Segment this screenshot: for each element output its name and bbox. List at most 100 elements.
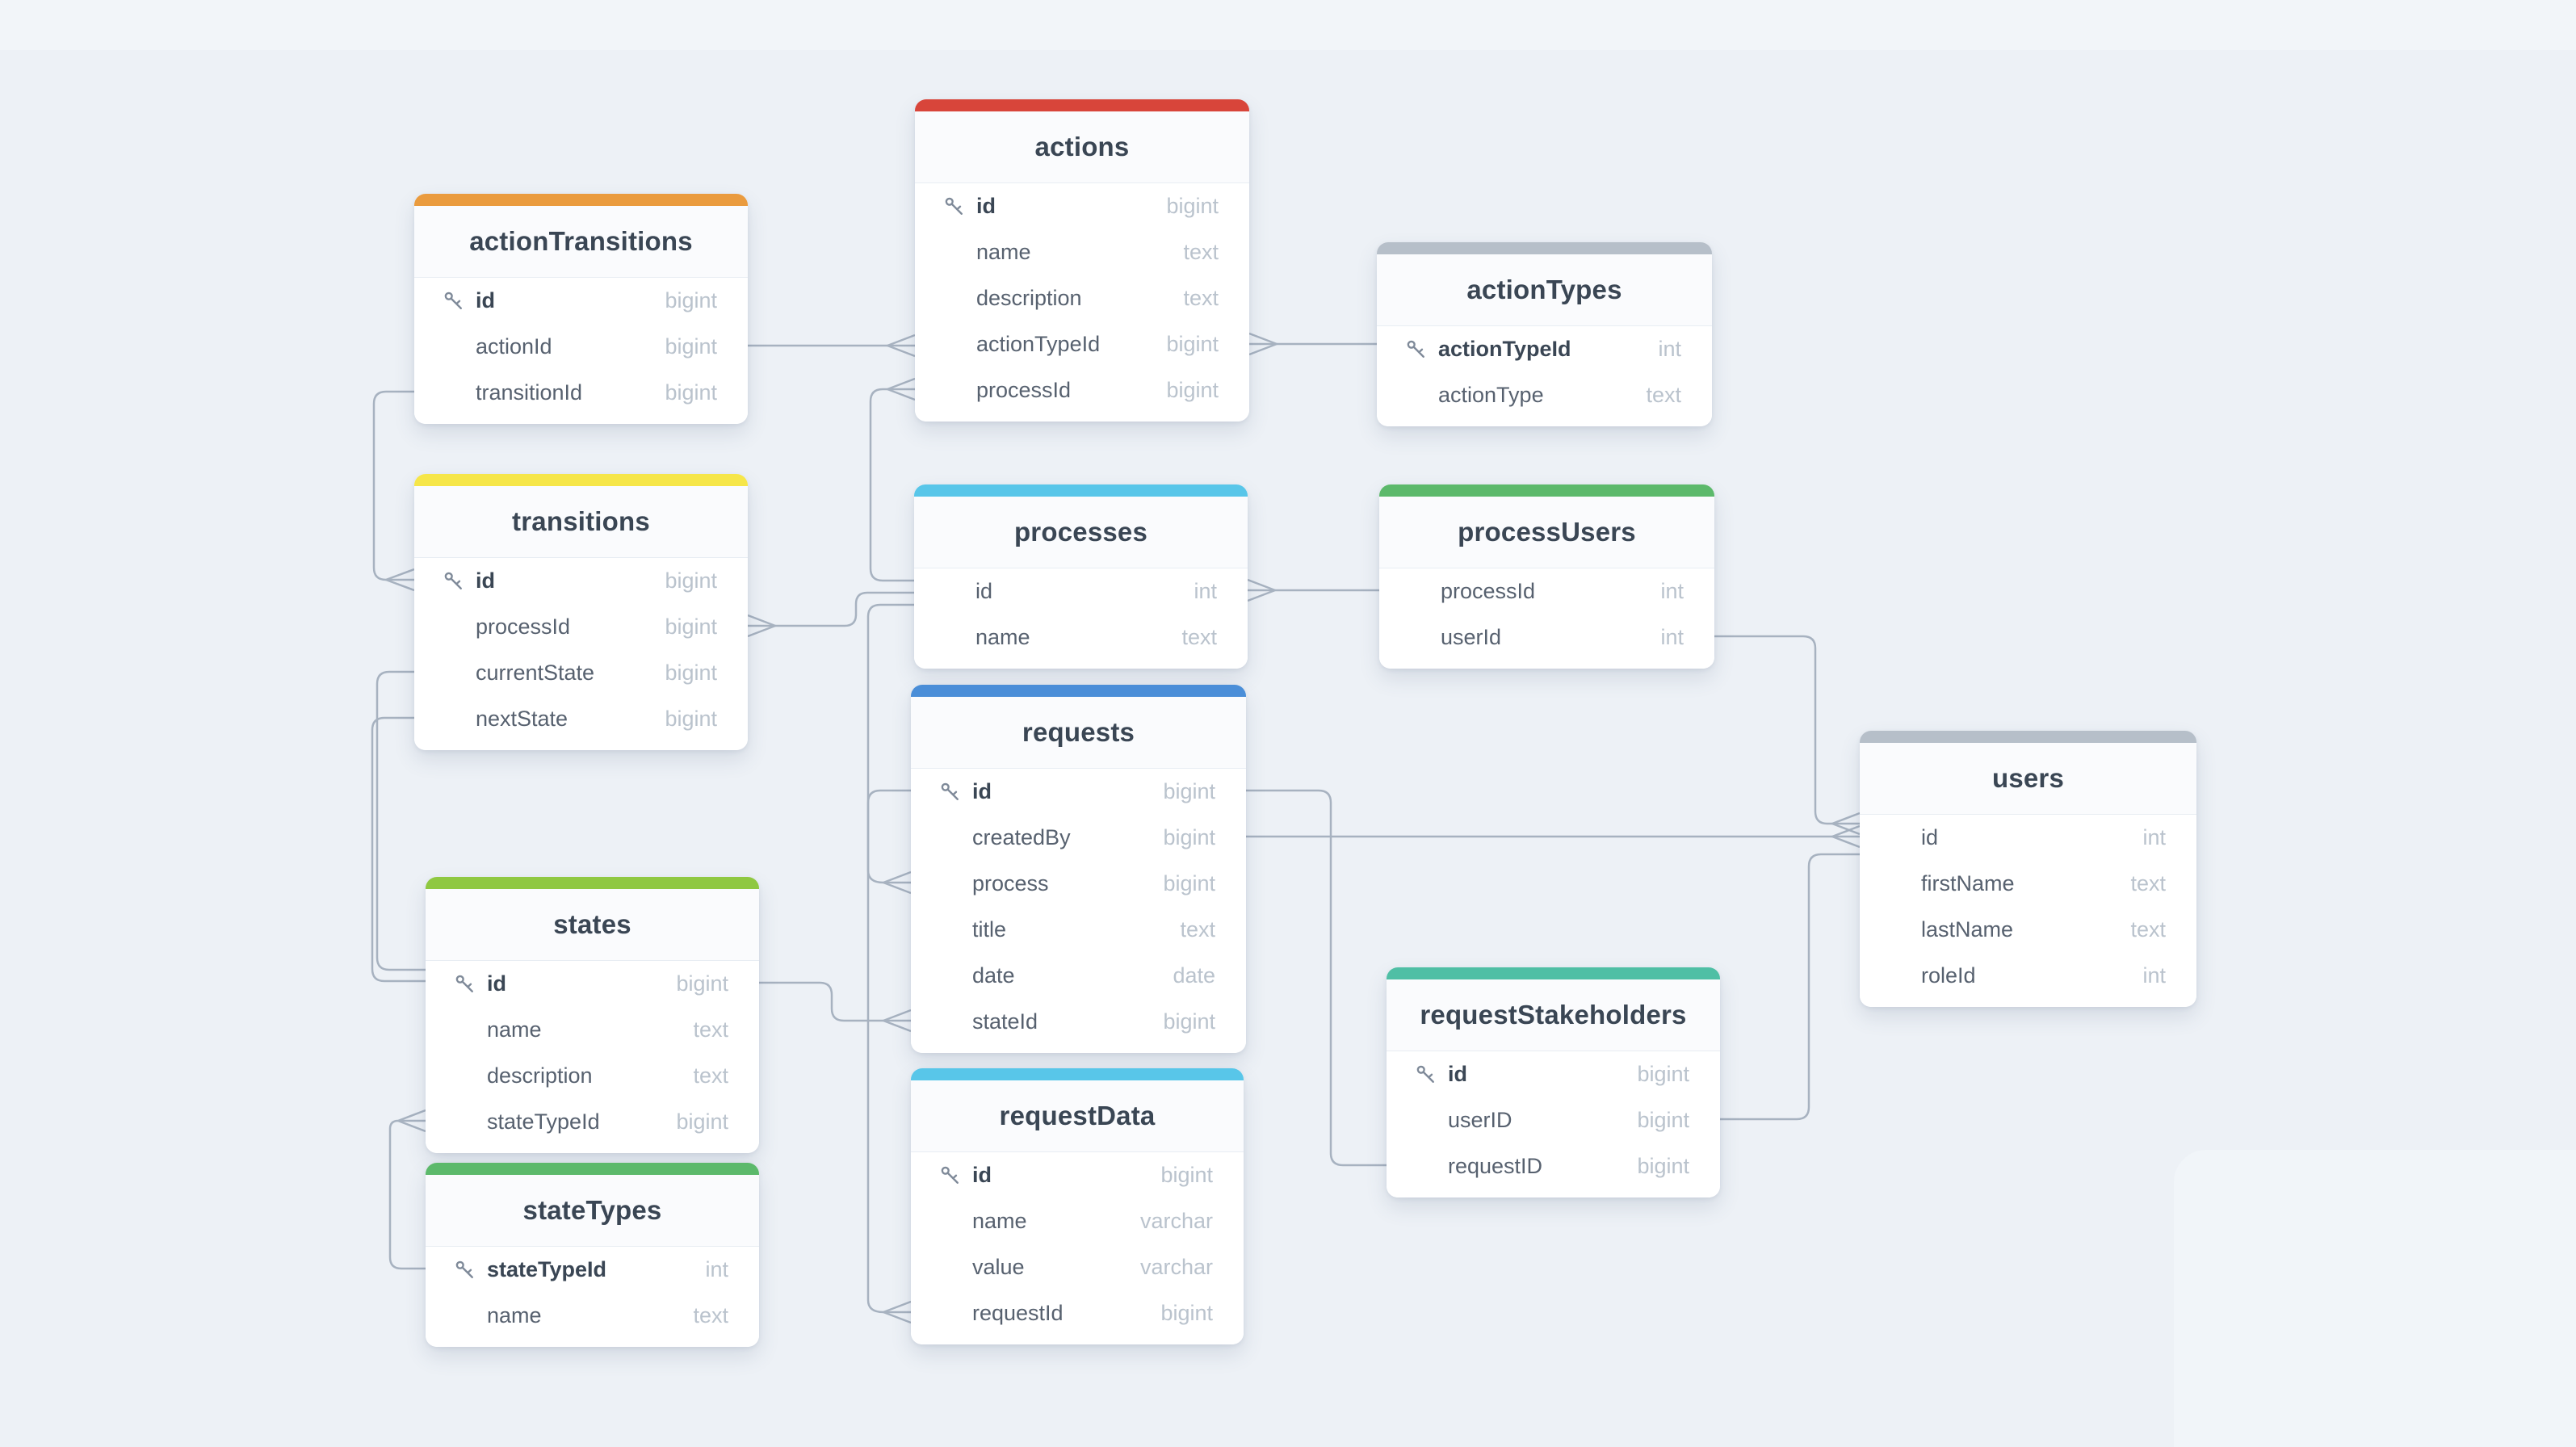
relationship-actionTransitions-actionId[interactable] [748,333,916,358]
field-type: text [2130,917,2166,942]
field-name: id [975,579,993,603]
field-type: int [1194,579,1217,603]
field-row: lastName text [1860,907,2196,953]
field-type: bigint [1163,825,1215,849]
field-row: name text [426,1007,759,1053]
table-accent-bar [915,99,1249,111]
table-actionTypes[interactable]: actionTypes actionTypeId int actionType text [1377,242,1712,426]
relationship-requests-stateId[interactable] [759,981,912,1033]
field-name: id [487,971,506,996]
table-processUsers[interactable]: processUsers processId int userId int [1379,484,1714,669]
field-name: name [487,1303,542,1327]
relationship-states-stateTypeId[interactable] [388,1109,426,1270]
field-name: process [972,871,1049,895]
primary-key-icon [455,975,473,992]
field-name: name [972,1209,1027,1233]
field-name: id [972,779,992,803]
field-name: processId [976,378,1072,402]
field-name: requestId [972,1301,1064,1325]
canvas-corner-panel [2174,1150,2576,1447]
table-title: actionTransitions [414,206,748,278]
relationship-requestStakeholders-userID[interactable] [1720,853,1860,1121]
field-row: name varchar [911,1198,1244,1244]
field-type: int [1658,337,1681,361]
field-row: stateId bigint [911,999,1246,1045]
relationship-actions-processId[interactable] [869,377,916,582]
table-transitions[interactable]: transitions id bigint processId bigint curren… [414,474,748,750]
field-type: bigint [1163,871,1215,895]
field-type: bigint [676,1109,728,1134]
field-type: text [1183,286,1219,310]
table-title: processes [914,497,1248,568]
field-type: bigint [665,334,717,359]
field-type: bigint [665,661,717,685]
field-row: date date [911,953,1246,999]
field-row: description text [426,1053,759,1099]
table-processes[interactable]: processes id int name text [914,484,1248,669]
canvas-top-band [0,0,2576,50]
field-row: roleId int [1860,953,2196,999]
table-accent-bar [1377,242,1712,254]
field-name: name [487,1017,542,1042]
table-actionTransitions[interactable]: actionTransitions id bigint actionId bigint t… [414,194,748,424]
relationship-requestData-requestId[interactable] [866,789,912,1324]
table-title: stateTypes [426,1175,759,1247]
table-stateTypes[interactable]: stateTypes stateTypeId int name text [426,1163,759,1347]
table-title: transitions [414,486,748,558]
primary-key-icon [455,1260,473,1278]
field-type: date [1173,963,1215,988]
field-name: roleId [1921,963,1976,988]
field-row: createdBy bigint [911,815,1246,861]
field-row: processId bigint [414,604,748,650]
field-name: stateId [972,1009,1038,1034]
field-type: bigint [665,707,717,731]
table-title: requests [911,697,1246,769]
field-name: firstName [1921,871,2015,895]
field-name: date [972,963,1015,988]
table-requestStakeholders[interactable]: requestStakeholders id bigint userID bigint r… [1387,967,1720,1197]
field-type: bigint [665,614,717,639]
field-name: createdBy [972,825,1071,849]
field-name: id [476,288,495,312]
field-name: id [976,194,996,218]
field-name: name [975,625,1030,649]
primary-key-icon [941,1166,959,1184]
table-actions[interactable]: actions id bigint name text description text ac… [915,99,1249,422]
field-type: bigint [1166,194,1219,218]
field-name: transitionId [476,380,583,405]
table-accent-bar [911,1068,1244,1080]
field-type: int [705,1257,728,1281]
field-name: requestID [1448,1154,1543,1178]
field-type: varchar [1139,1209,1213,1233]
relationship-requests-id[interactable] [1246,789,1387,1167]
relationship-processes-id[interactable] [1247,578,1379,602]
relationship-transitions-currentState[interactable] [375,670,426,971]
relationship-requests-process[interactable] [866,603,914,895]
relationship-actionTransitions-transitionId[interactable] [372,390,415,592]
field-name: stateTypeId [487,1109,600,1134]
relationship-transitions-processId[interactable] [747,591,914,638]
field-type: text [1181,625,1217,649]
field-type: bigint [1160,1301,1213,1325]
relationship-processUsers-userId[interactable] [1714,635,1861,836]
field-name: description [487,1063,593,1088]
relationship-actions-actionTypeId[interactable] [1248,332,1377,356]
relationship-transitions-nextState[interactable] [371,716,426,983]
table-requestData[interactable]: requestData id bigint name varchar value varch… [911,1068,1244,1344]
table-users[interactable]: users id int firstName text lastName text roleI… [1860,731,2196,1007]
table-title: processUsers [1379,497,1714,568]
field-row: name text [915,229,1249,275]
field-type: bigint [1637,1154,1689,1178]
field-name: userID [1448,1108,1512,1132]
field-row: actionId bigint [414,324,748,370]
field-type: bigint [1160,1163,1213,1187]
table-requests[interactable]: requests id bigint createdBy bigint process bi… [911,685,1246,1053]
field-row: name text [426,1293,759,1339]
field-row: userID bigint [1387,1097,1720,1143]
field-type: text [1180,917,1215,942]
relationship-requests-createdBy[interactable] [1246,824,1861,849]
field-row: userId int [1379,614,1714,661]
table-states[interactable]: states id bigint name text description text sta… [426,877,759,1153]
